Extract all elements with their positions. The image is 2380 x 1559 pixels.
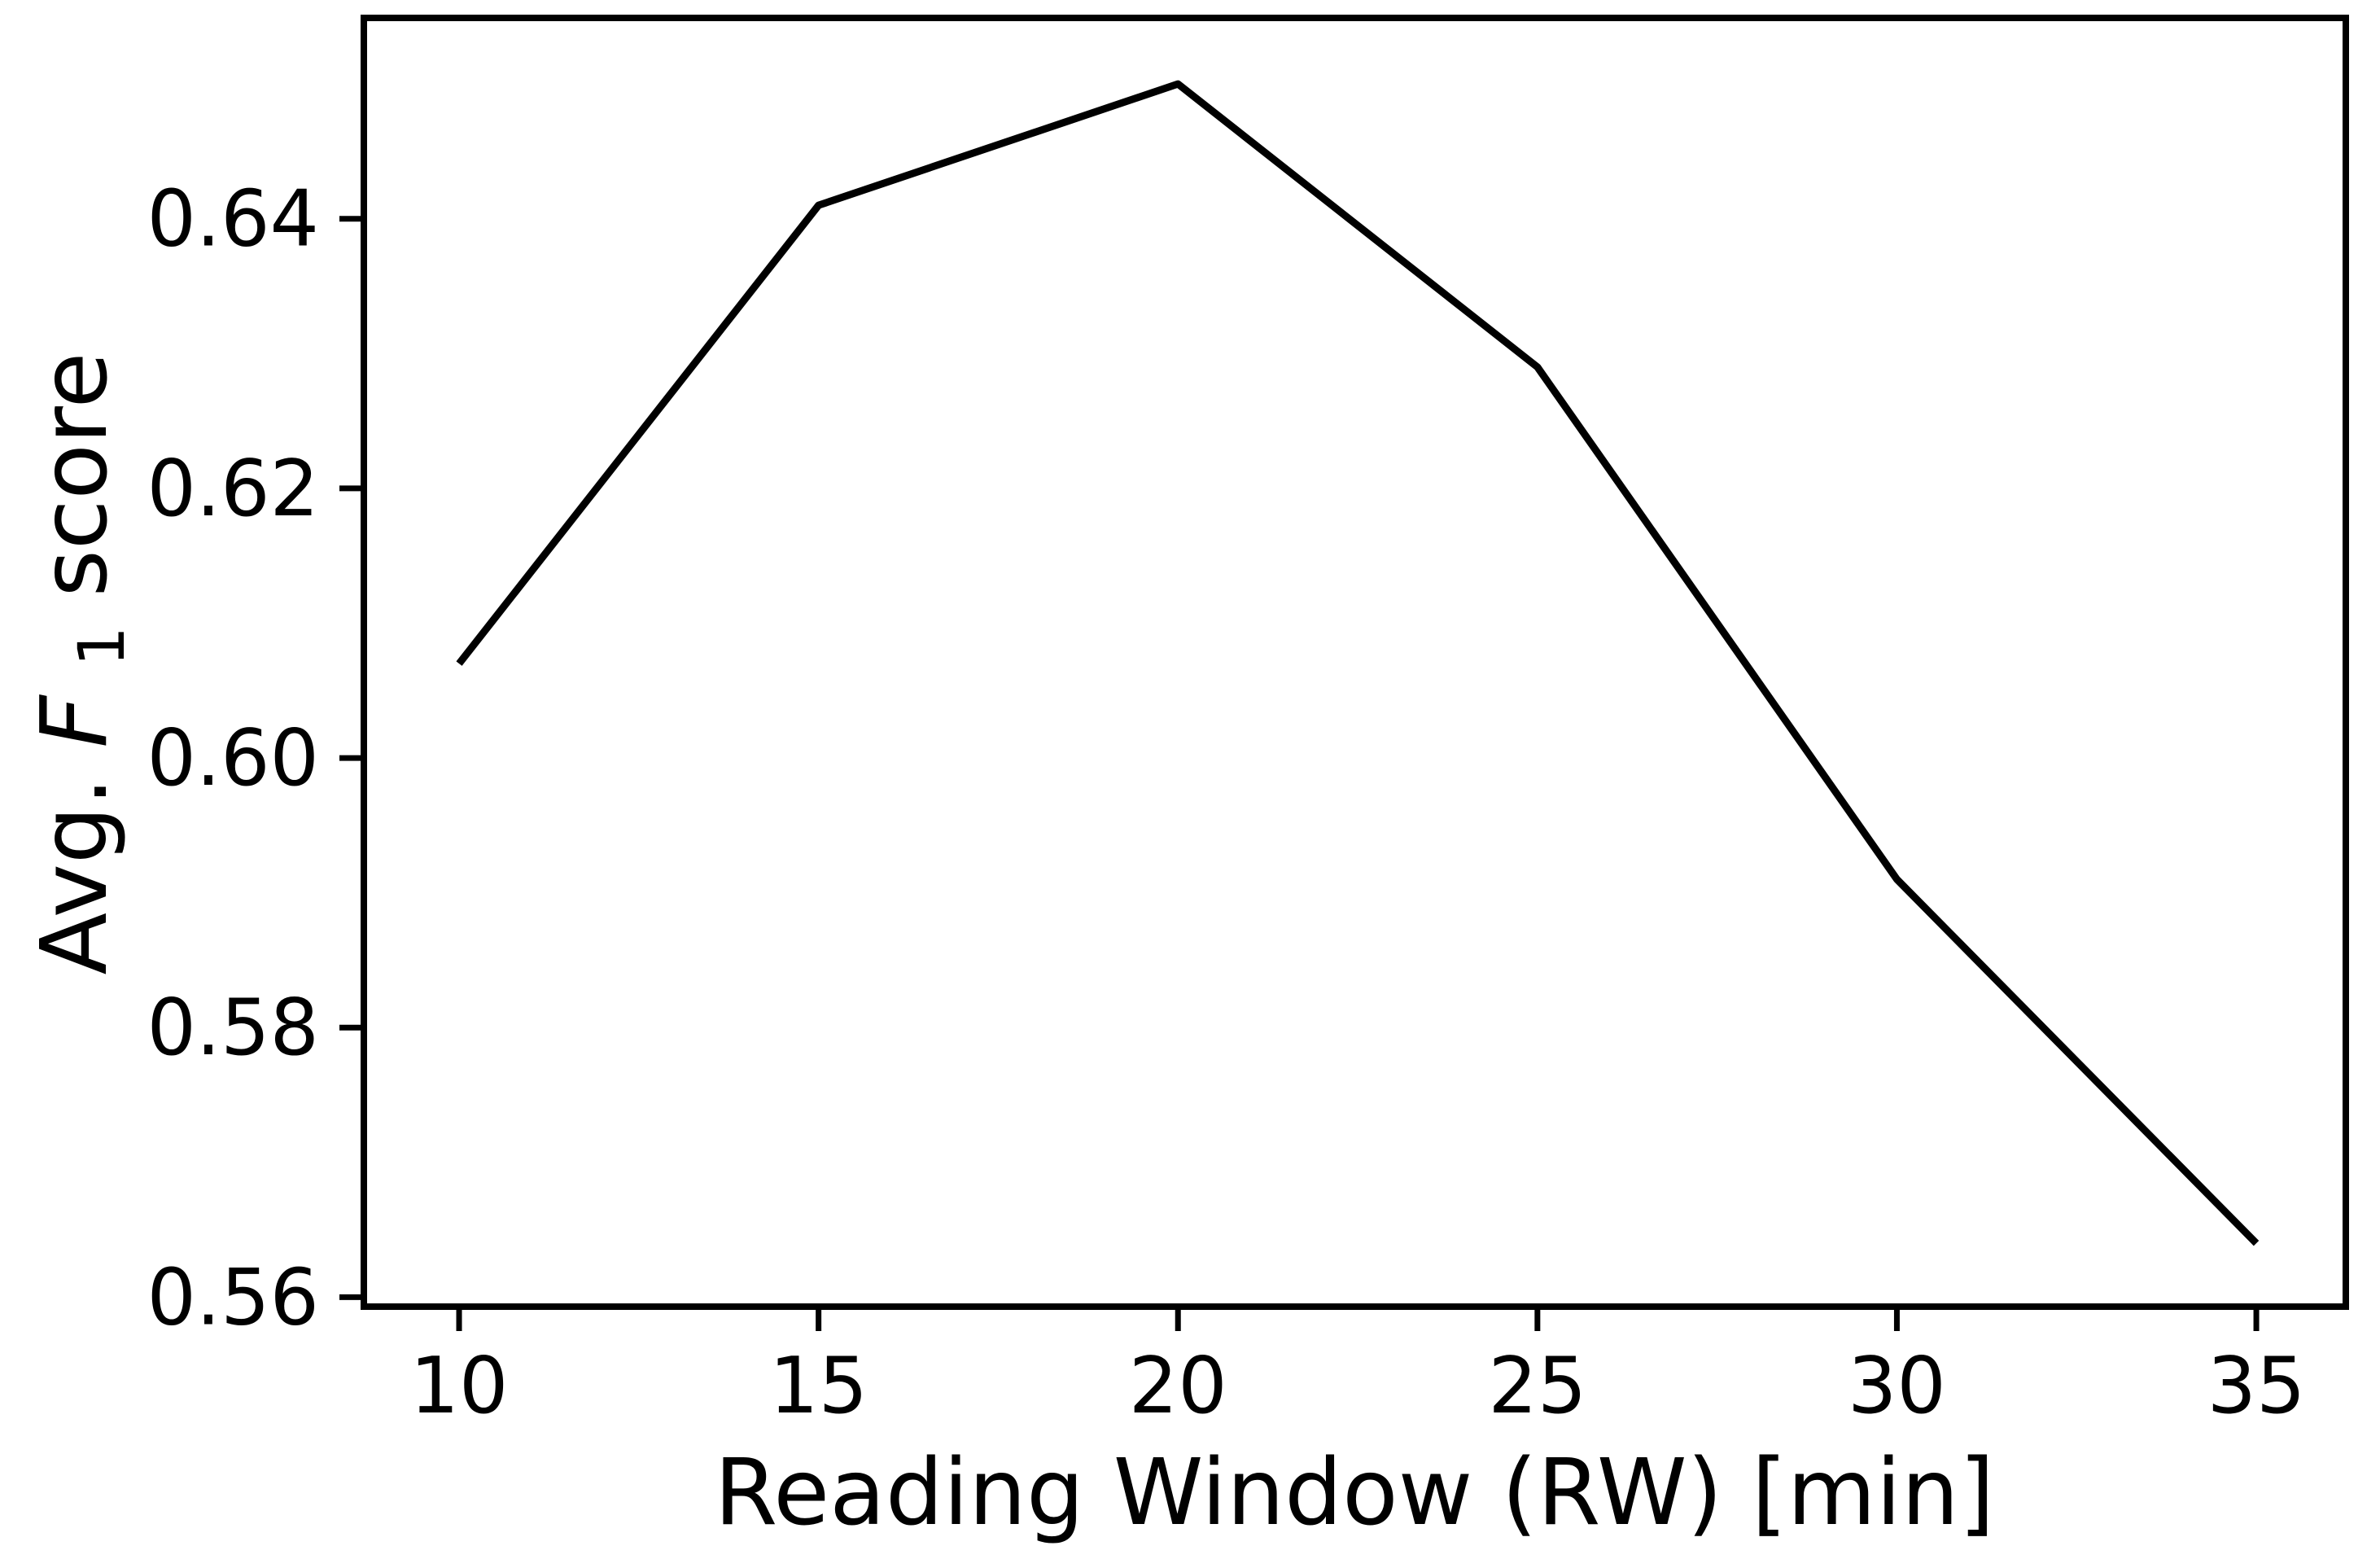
x-axis-tick-labels: 10 15 20 25 30 35 (410, 1342, 2306, 1431)
x-tick-label: 20 (1129, 1342, 1227, 1431)
f1-score-line (456, 80, 2260, 1246)
y-axis-label-prefix: Avg. (22, 748, 128, 975)
plot-border (361, 15, 2349, 1310)
y-axis-label-f-italic: F (22, 694, 128, 748)
y-tick-label: 0.60 (147, 714, 319, 804)
x-axis-label: Reading Window (RW) [min] (714, 1440, 1994, 1546)
x-tick-label: 25 (1488, 1342, 1586, 1431)
x-tick-label: 10 (410, 1342, 509, 1431)
y-axis-label-f-subscript: 1 (66, 626, 139, 667)
x-tick-label: 30 (1848, 1342, 1946, 1431)
y-axis-ticks (339, 216, 364, 1300)
y-tick-label: 0.62 (147, 444, 319, 534)
x-tick-label: 35 (2207, 1342, 2306, 1431)
y-tick-label: 0.58 (147, 983, 319, 1073)
y-tick-label: 0.64 (147, 175, 319, 265)
x-tick-label: 15 (769, 1342, 868, 1431)
y-tick-label: 0.56 (147, 1253, 319, 1342)
y-axis-tick-labels: 0.56 0.58 0.60 0.62 0.64 (147, 175, 319, 1343)
y-axis-label-suffix: score (22, 353, 128, 598)
x-axis-ticks (456, 1307, 2260, 1331)
y-axis-label: Avg. F 1 score (22, 353, 146, 975)
